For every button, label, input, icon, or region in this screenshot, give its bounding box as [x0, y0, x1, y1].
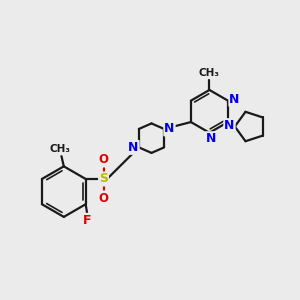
Text: O: O: [98, 154, 109, 166]
Text: F: F: [83, 214, 92, 227]
Text: N: N: [206, 132, 216, 145]
Text: N: N: [128, 141, 139, 154]
Text: CH₃: CH₃: [199, 68, 220, 78]
Text: S: S: [99, 172, 108, 185]
Text: N: N: [224, 119, 235, 132]
Text: N: N: [229, 93, 240, 106]
Text: N: N: [164, 122, 175, 136]
Text: CH₃: CH₃: [50, 144, 70, 154]
Text: O: O: [98, 191, 109, 205]
